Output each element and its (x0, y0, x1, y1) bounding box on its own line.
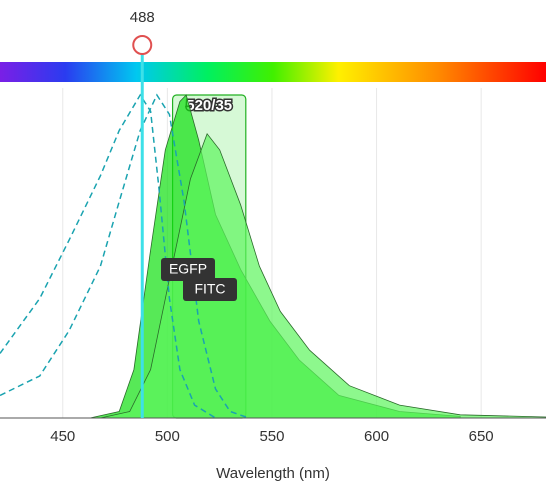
x-tick-label: 650 (469, 428, 494, 445)
laser-label: 488 (130, 9, 155, 26)
excitation-line (0, 93, 250, 419)
x-tick-label: 450 (50, 428, 75, 445)
filter-label: 520/35 (186, 97, 232, 114)
series-tag-box (161, 258, 215, 281)
series-tag: FITC (183, 278, 237, 301)
x-tick-label: 550 (259, 428, 284, 445)
x-tick-label: 500 (155, 428, 180, 445)
laser-handle (132, 35, 153, 55)
series-tag: EGFP (161, 258, 215, 281)
excitation-line (0, 93, 216, 419)
emission-area (100, 132, 546, 419)
x-axis-label: Wavelength (nm) (216, 465, 330, 482)
series-name: EGFP (169, 261, 207, 277)
x-tick-label: 600 (364, 428, 389, 445)
spectrum-bar (0, 62, 546, 82)
series-tag-box (183, 278, 237, 301)
series-name: FITC (194, 281, 225, 297)
